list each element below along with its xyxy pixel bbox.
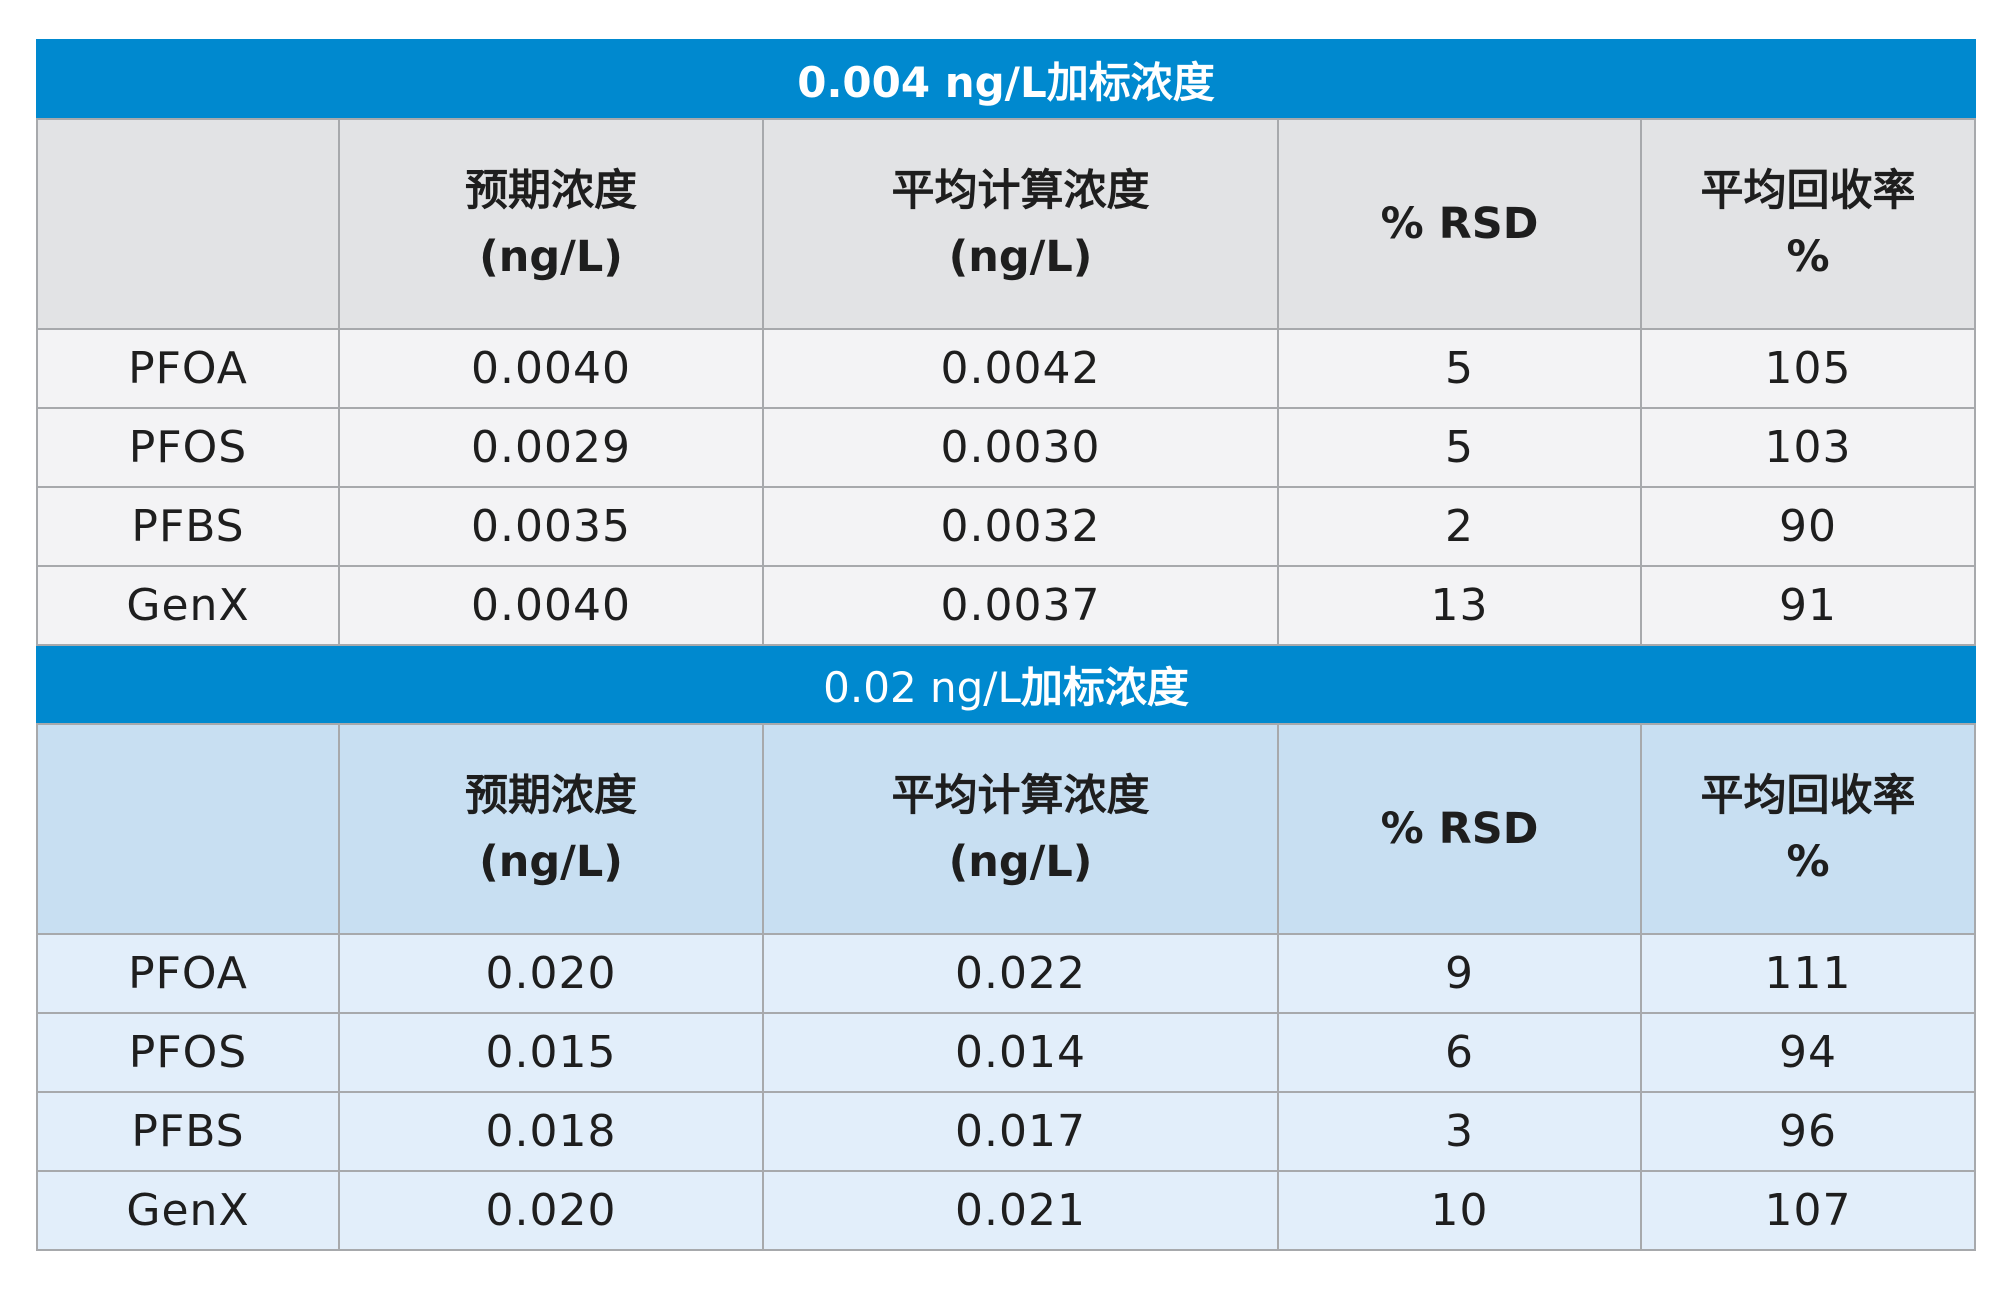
cell-calculated: 0.017: [762, 1091, 1279, 1172]
cell-recovery: 107: [1639, 1170, 1977, 1251]
header-recovery-line2: %: [1786, 232, 1830, 282]
cell-expected: 0.0040: [338, 565, 764, 646]
cell-rsd: 9: [1277, 933, 1642, 1014]
cell-recovery: 111: [1639, 933, 1977, 1014]
header-expected-line1: 预期浓度: [465, 771, 637, 821]
header-rsd: % RSD: [1277, 723, 1642, 935]
cell-compound: PFBS: [36, 1091, 340, 1172]
cell-recovery: 91: [1639, 565, 1977, 646]
header-expected-line1: 预期浓度: [465, 166, 637, 216]
cell-expected: 0.0040: [338, 328, 764, 409]
section-title: 0.02 ng/L加标浓度: [35, 644, 1977, 725]
cell-expected: 0.0029: [338, 407, 764, 488]
cell-recovery: 96: [1639, 1091, 1977, 1172]
table-row: PFOS 0.0029 0.0030 5 103: [36, 407, 1977, 488]
table-row: GenX 0.0040 0.0037 13 91: [36, 565, 1977, 646]
header-row: 预期浓度 (ng/L) 平均计算浓度 (ng/L) % RSD 平均回收率%: [36, 723, 1977, 935]
cell-rsd: 6: [1277, 1012, 1642, 1093]
cell-compound: PFOA: [36, 328, 340, 409]
section-title-prefix: 0.02 ng/L: [823, 663, 1021, 712]
cell-rsd: 10: [1277, 1170, 1642, 1251]
header-recovery-line2: %: [1786, 837, 1830, 887]
section-title-suffix: 加标浓度: [1020, 663, 1189, 712]
header-calculated: 平均计算浓度 (ng/L): [762, 118, 1279, 330]
header-recovery-line1: 平均回收率: [1700, 771, 1916, 821]
header-calculated-line2: (ng/L): [948, 232, 1093, 282]
cell-compound: PFBS: [36, 486, 340, 567]
section-title: 0.004 ng/L加标浓度: [35, 39, 1977, 120]
header-calculated: 平均计算浓度 (ng/L): [762, 723, 1279, 935]
cell-expected: 0.020: [338, 933, 764, 1014]
cell-recovery: 90: [1639, 486, 1977, 567]
cell-calculated: 0.0042: [762, 328, 1279, 409]
header-expected-line2: (ng/L): [479, 837, 623, 887]
cell-rsd: 5: [1277, 407, 1642, 488]
header-recovery: 平均回收率%: [1639, 118, 1977, 330]
table-row: PFOS 0.015 0.014 6 94: [36, 1012, 1977, 1093]
header-calculated-line2: (ng/L): [948, 837, 1093, 887]
cell-expected: 0.018: [338, 1091, 764, 1172]
section-title-prefix: 0.004 ng/L: [797, 58, 1047, 107]
header-calculated-line1: 平均计算浓度: [891, 771, 1150, 821]
header-recovery: 平均回收率%: [1639, 723, 1977, 935]
cell-calculated: 0.021: [762, 1170, 1279, 1251]
section-0004: 0.004 ng/L加标浓度 预期浓度 (ng/L) 平均计算浓度 (ng/L) %…: [35, 39, 1977, 646]
header-expected-line2: (ng/L): [479, 232, 623, 282]
cell-calculated: 0.0030: [762, 407, 1279, 488]
cell-calculated: 0.0037: [762, 565, 1279, 646]
cell-rsd: 5: [1277, 328, 1642, 409]
section-title-suffix: 加标浓度: [1046, 58, 1215, 107]
table-row: PFBS 0.018 0.017 3 96: [36, 1091, 1977, 1172]
cell-compound: GenX: [36, 1170, 340, 1251]
cell-calculated: 0.014: [762, 1012, 1279, 1093]
header-recovery-line1: 平均回收率: [1700, 166, 1916, 216]
header-blank: [36, 723, 340, 935]
table-row: PFBS 0.0035 0.0032 2 90: [36, 486, 1977, 567]
cell-expected: 0.015: [338, 1012, 764, 1093]
cell-rsd: 2: [1277, 486, 1642, 567]
cell-compound: PFOS: [36, 1012, 340, 1093]
cell-calculated: 0.022: [762, 933, 1279, 1014]
header-rsd: % RSD: [1277, 118, 1642, 330]
header-row: 预期浓度 (ng/L) 平均计算浓度 (ng/L) % RSD 平均回收率%: [36, 118, 1977, 330]
header-expected: 预期浓度 (ng/L): [338, 723, 764, 935]
cell-recovery: 103: [1639, 407, 1977, 488]
section-002: 0.02 ng/L加标浓度 预期浓度 (ng/L) 平均计算浓度 (ng/L) % …: [35, 644, 1977, 1251]
table-row: PFOA 0.0040 0.0042 5 105: [36, 328, 1977, 409]
header-blank: [36, 118, 340, 330]
header-calculated-line1: 平均计算浓度: [891, 166, 1150, 216]
table-row: PFOA 0.020 0.022 9 111: [36, 933, 1977, 1014]
cell-recovery: 94: [1639, 1012, 1977, 1093]
cell-expected: 0.020: [338, 1170, 764, 1251]
cell-compound: GenX: [36, 565, 340, 646]
cell-compound: PFOA: [36, 933, 340, 1014]
table-row: GenX 0.020 0.021 10 107: [36, 1170, 1977, 1251]
cell-rsd: 3: [1277, 1091, 1642, 1172]
cell-compound: PFOS: [36, 407, 340, 488]
cell-rsd: 13: [1277, 565, 1642, 646]
results-table-container: 0.004 ng/L加标浓度 预期浓度 (ng/L) 平均计算浓度 (ng/L) %…: [35, 39, 1977, 1251]
header-expected: 预期浓度 (ng/L): [338, 118, 764, 330]
cell-recovery: 105: [1639, 328, 1977, 409]
cell-calculated: 0.0032: [762, 486, 1279, 567]
spike-recovery-table: 0.004 ng/L加标浓度 预期浓度 (ng/L) 平均计算浓度 (ng/L) %…: [35, 39, 1977, 1251]
cell-expected: 0.0035: [338, 486, 764, 567]
